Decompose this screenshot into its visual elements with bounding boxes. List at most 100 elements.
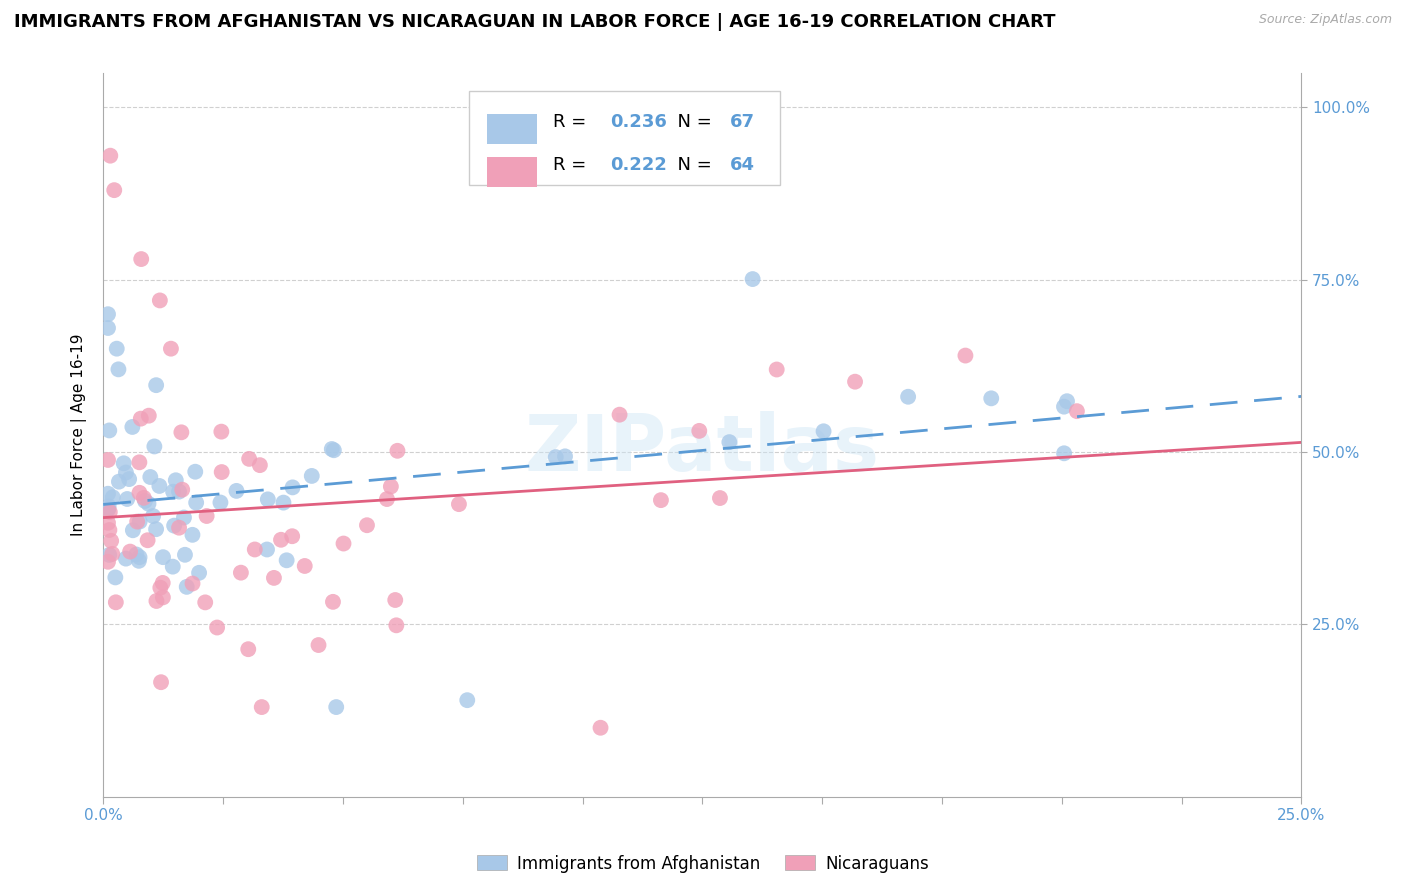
Point bbox=[308, 638, 330, 652]
Point bbox=[256, 542, 278, 557]
Text: R =: R = bbox=[553, 112, 592, 131]
Point bbox=[170, 425, 193, 440]
Point bbox=[97, 500, 120, 514]
Point bbox=[108, 475, 131, 489]
Point bbox=[103, 183, 125, 197]
Point bbox=[181, 528, 204, 542]
Text: N =: N = bbox=[666, 156, 718, 174]
Point bbox=[209, 425, 232, 439]
Legend: Immigrants from Afghanistan, Nicaraguans: Immigrants from Afghanistan, Nicaraguans bbox=[471, 848, 935, 880]
Point bbox=[281, 529, 304, 543]
Point bbox=[162, 484, 184, 499]
Point bbox=[128, 550, 150, 565]
Point bbox=[138, 497, 160, 511]
Point bbox=[132, 491, 155, 505]
Point bbox=[589, 721, 612, 735]
Point bbox=[186, 495, 208, 509]
Point bbox=[97, 307, 120, 321]
Text: ZIPatlas: ZIPatlas bbox=[524, 411, 880, 487]
Point bbox=[98, 523, 121, 537]
Point bbox=[184, 465, 207, 479]
Point bbox=[718, 435, 741, 450]
Point bbox=[211, 465, 233, 479]
Point bbox=[128, 554, 150, 568]
Point bbox=[165, 473, 187, 487]
Point bbox=[250, 700, 273, 714]
Point bbox=[148, 479, 170, 493]
Point bbox=[325, 700, 347, 714]
Point bbox=[142, 509, 165, 524]
Point bbox=[121, 420, 143, 434]
Point bbox=[609, 408, 631, 422]
Point bbox=[243, 542, 266, 557]
Point bbox=[134, 494, 156, 508]
Point bbox=[294, 559, 316, 574]
Point bbox=[332, 536, 354, 550]
Text: 67: 67 bbox=[730, 112, 755, 131]
Point bbox=[741, 272, 763, 286]
Point bbox=[149, 293, 172, 308]
Point bbox=[145, 594, 167, 608]
Point bbox=[163, 518, 186, 533]
Point bbox=[356, 518, 378, 533]
Point bbox=[205, 620, 228, 634]
Point bbox=[115, 466, 138, 480]
Text: IMMIGRANTS FROM AFGHANISTAN VS NICARAGUAN IN LABOR FORCE | AGE 16-19 CORRELATION: IMMIGRANTS FROM AFGHANISTAN VS NICARAGUA… bbox=[14, 13, 1056, 31]
Point bbox=[128, 515, 150, 529]
Point bbox=[1056, 394, 1078, 409]
Point bbox=[765, 362, 787, 376]
Point bbox=[97, 516, 120, 530]
Point bbox=[127, 515, 149, 529]
Point bbox=[129, 411, 152, 425]
Point bbox=[145, 378, 167, 392]
Point bbox=[98, 424, 121, 438]
Point bbox=[105, 342, 128, 356]
Point bbox=[162, 559, 184, 574]
Point bbox=[209, 495, 232, 509]
Point bbox=[554, 450, 576, 464]
Text: N =: N = bbox=[666, 112, 718, 131]
Point bbox=[281, 480, 304, 494]
Point bbox=[152, 591, 174, 605]
Point bbox=[97, 453, 120, 467]
Point bbox=[1066, 404, 1088, 418]
Point bbox=[1053, 446, 1076, 460]
Point bbox=[122, 523, 145, 537]
Point bbox=[385, 618, 408, 632]
Point bbox=[112, 456, 135, 470]
Point bbox=[176, 580, 198, 594]
Point bbox=[152, 575, 174, 590]
Point bbox=[97, 555, 120, 569]
Point bbox=[1053, 400, 1076, 414]
Point bbox=[384, 593, 406, 607]
Point bbox=[150, 675, 173, 690]
Point bbox=[98, 149, 121, 163]
Y-axis label: In Labor Force | Age 16-19: In Labor Force | Age 16-19 bbox=[72, 334, 87, 536]
Point bbox=[139, 470, 162, 484]
Point bbox=[195, 508, 218, 523]
FancyBboxPatch shape bbox=[468, 91, 780, 186]
Point bbox=[844, 375, 866, 389]
Point bbox=[149, 581, 172, 595]
Point bbox=[115, 491, 138, 506]
Point bbox=[97, 321, 120, 335]
Point bbox=[263, 571, 285, 585]
Point bbox=[456, 693, 478, 707]
Point bbox=[100, 533, 122, 548]
Text: 64: 64 bbox=[730, 156, 755, 174]
Point bbox=[138, 409, 160, 423]
Point bbox=[104, 595, 127, 609]
Point bbox=[97, 502, 120, 516]
Point bbox=[301, 469, 323, 483]
Point bbox=[897, 390, 920, 404]
Point bbox=[813, 425, 835, 439]
Point bbox=[152, 550, 174, 565]
Point bbox=[709, 491, 731, 505]
Point bbox=[167, 484, 190, 499]
Point bbox=[273, 495, 295, 509]
Point bbox=[98, 548, 121, 562]
Point bbox=[270, 533, 292, 547]
Point bbox=[143, 439, 166, 453]
Point bbox=[321, 442, 343, 456]
FancyBboxPatch shape bbox=[486, 113, 537, 144]
